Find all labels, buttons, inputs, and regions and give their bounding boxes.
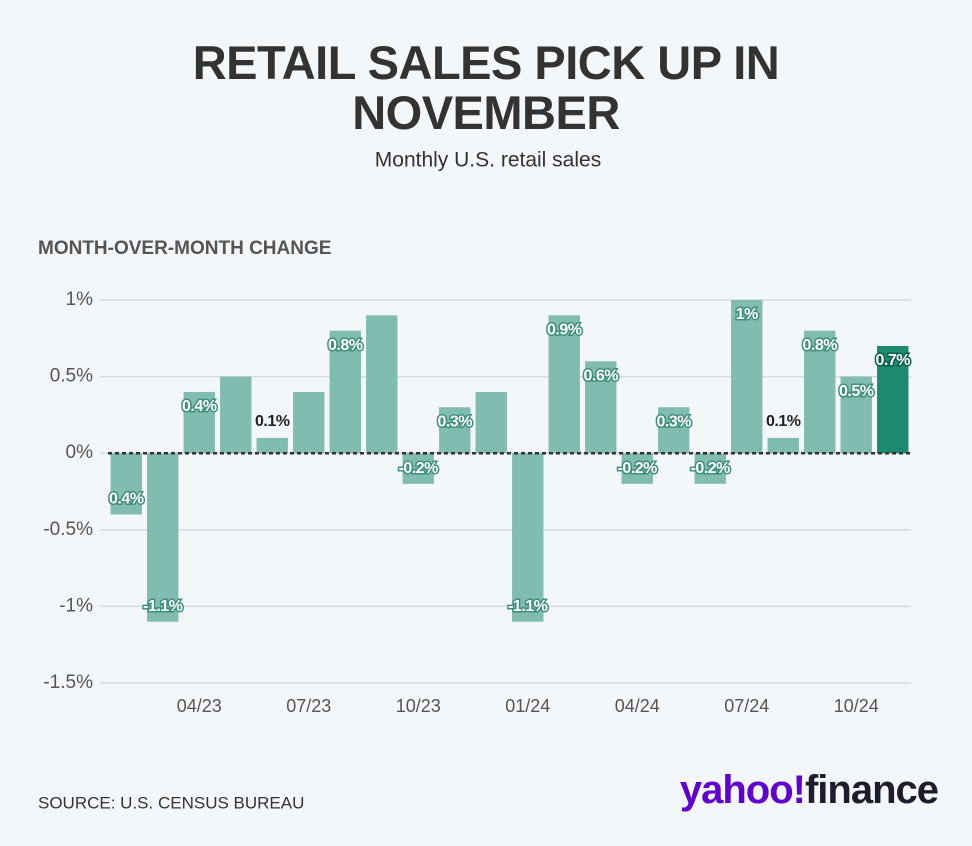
bar: [621, 453, 653, 484]
bar: [658, 407, 690, 454]
x-tick-label: 10/23: [396, 696, 441, 716]
data-label: -1.1%: [508, 598, 548, 615]
bar: [439, 407, 471, 454]
y-tick-label: -1%: [59, 595, 93, 616]
data-label: 0.4%: [109, 491, 144, 508]
y-tick-label: -0.5%: [43, 519, 93, 540]
bar: [147, 453, 179, 622]
x-tick-label: 04/24: [615, 696, 660, 716]
data-label: 0.7%: [876, 352, 911, 369]
data-label: -0.2%: [691, 460, 731, 477]
data-label: 0.5%: [839, 383, 874, 400]
logo: yahoo!finance: [680, 768, 938, 812]
x-tick-label: 07/24: [724, 696, 769, 716]
data-label: 0.4%: [182, 398, 217, 415]
bar: [767, 437, 799, 454]
y-tick-label: 1%: [66, 289, 94, 310]
source: SOURCE: U.S. CENSUS BUREAU: [38, 793, 304, 812]
y-axis-label: MONTH-OVER-MONTH CHANGE: [38, 238, 331, 259]
x-tick-label: 07/23: [286, 696, 331, 716]
x-tick-label: 10/24: [834, 696, 879, 716]
bar: [220, 376, 252, 454]
data-label: 0.3%: [657, 413, 692, 430]
bar: [694, 453, 726, 484]
x-tick-label: 04/23: [177, 696, 222, 716]
data-label: 0.8%: [803, 337, 838, 354]
bar: [256, 437, 288, 454]
bar: [329, 330, 361, 454]
chart-title: RETAIL SALES PICK UP IN NOVEMBER: [192, 36, 780, 139]
data-label: 1%: [736, 306, 758, 323]
bar: [110, 453, 142, 515]
data-label: -0.2%: [399, 460, 439, 477]
data-label: 0.3%: [438, 413, 473, 430]
logo-yahoo: yahoo!: [680, 768, 805, 812]
x-tick-label: 01/24: [505, 696, 550, 716]
bar: [183, 391, 215, 454]
subtitle: Monthly U.S. retail sales: [375, 149, 601, 172]
bar: [804, 330, 836, 454]
data-label: 0.8%: [328, 337, 363, 354]
y-tick-label: 0.5%: [50, 366, 93, 387]
bar: [293, 391, 325, 454]
y-tick-label: -1.5%: [43, 672, 93, 693]
data-label: -1.1%: [143, 598, 183, 615]
bar: [512, 453, 544, 622]
bar: [366, 315, 398, 454]
bar: [585, 361, 617, 454]
data-label: -0.2%: [618, 460, 658, 477]
data-label: 0.1%: [766, 413, 801, 430]
bar: [731, 300, 763, 454]
data-label: 0.6%: [584, 367, 619, 384]
bar: [402, 453, 434, 484]
data-label: 0.1%: [255, 413, 290, 430]
bar: [475, 391, 507, 454]
logo-finance: finance: [805, 768, 938, 812]
bar: [548, 315, 580, 454]
bar: [877, 345, 909, 454]
y-tick-label: 0%: [66, 442, 94, 463]
data-label: 0.9%: [547, 322, 582, 339]
bar: [840, 376, 872, 454]
